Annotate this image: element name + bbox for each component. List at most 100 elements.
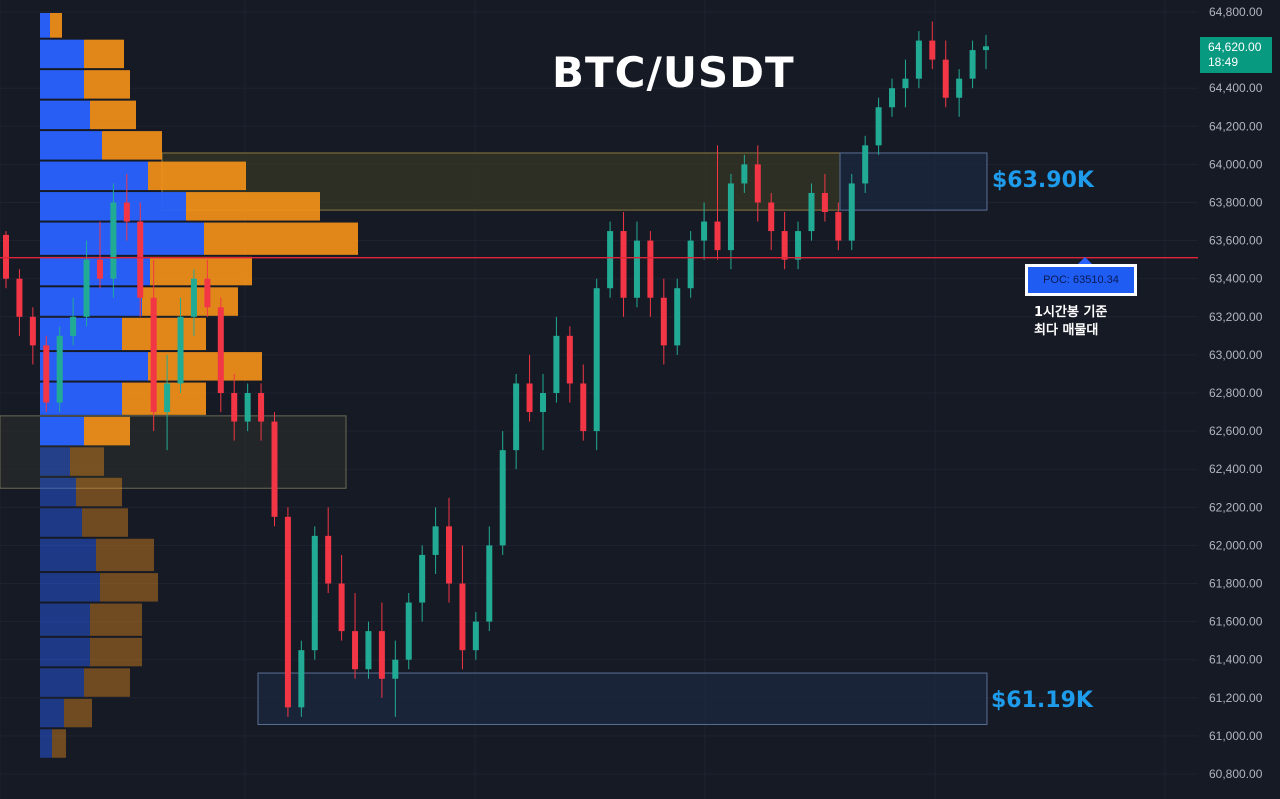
vp-buy-bar — [40, 317, 122, 351]
candle-body — [969, 50, 976, 79]
vp-buy-bar — [40, 729, 52, 758]
candle-body — [204, 278, 211, 308]
chart-title: BTC/USDT — [552, 48, 795, 97]
candle-body — [365, 631, 372, 670]
y-tick-label: 64,800.00 — [1209, 5, 1263, 19]
y-tick-label: 63,600.00 — [1209, 234, 1263, 248]
vp-buy-bar — [40, 352, 148, 381]
candle-body — [419, 554, 426, 603]
candle-body — [983, 46, 989, 51]
candle-body — [137, 221, 144, 298]
candle-body — [3, 234, 9, 279]
candle-body — [956, 78, 963, 98]
candle-body — [284, 516, 291, 708]
candle-body — [298, 650, 305, 708]
candle-body — [915, 40, 922, 79]
candle-body — [795, 231, 802, 260]
volume-profile — [40, 13, 358, 758]
vp-buy-bar — [40, 538, 96, 572]
candle-body — [486, 545, 493, 622]
vp-buy-bar — [40, 447, 70, 476]
vp-sell-bar — [90, 100, 136, 130]
upper-zone-label: $63.90K — [992, 168, 1094, 193]
vp-sell-bar — [84, 70, 130, 99]
vp-buy-bar — [40, 382, 122, 415]
candle-body — [83, 259, 90, 317]
candle-body — [768, 202, 775, 232]
candle-body — [513, 383, 520, 451]
poc-pointer-icon — [1078, 257, 1092, 264]
candle-body — [472, 621, 479, 651]
candle-body — [56, 335, 63, 403]
poc-note-line2: 최다 매물대 — [1034, 323, 1099, 338]
y-tick-label: 61,400.00 — [1209, 653, 1263, 667]
candle-body — [352, 631, 359, 670]
vp-sell-bar — [148, 352, 262, 381]
y-tick-label: 63,400.00 — [1209, 272, 1263, 286]
vp-buy-bar — [40, 39, 84, 69]
candle-body — [43, 345, 50, 403]
vp-buy-bar — [40, 70, 84, 99]
vp-sell-bar — [150, 256, 252, 286]
candle-body — [620, 231, 627, 298]
y-tick-label: 61,200.00 — [1209, 691, 1263, 705]
vp-sell-bar — [50, 13, 62, 38]
y-tick-label: 63,000.00 — [1209, 348, 1263, 362]
vp-sell-bar — [76, 477, 122, 507]
last-price-countdown: 18:49 — [1208, 55, 1239, 69]
candlestick-series — [3, 21, 989, 717]
vp-sell-bar — [90, 637, 142, 667]
candle-body — [405, 602, 412, 660]
y-tick-label: 62,600.00 — [1209, 424, 1263, 438]
vp-buy-bar — [40, 256, 150, 286]
candle-body — [553, 335, 560, 393]
candle-body — [929, 40, 936, 60]
vp-sell-bar — [90, 603, 142, 636]
zone-upper — [839, 152, 988, 211]
vp-buy-bar — [40, 416, 84, 446]
vp-buy-bar — [40, 287, 142, 316]
candle-body — [687, 240, 694, 289]
candle-body — [177, 316, 184, 384]
candle-body — [325, 535, 332, 584]
candle-body — [835, 212, 842, 241]
candle-body — [164, 383, 171, 413]
vp-sell-bar — [148, 161, 246, 191]
candle-body — [781, 231, 788, 260]
vp-buy-bar — [40, 131, 102, 160]
vp-buy-bar — [40, 668, 84, 697]
vp-buy-bar — [40, 573, 100, 602]
y-tick-label: 62,400.00 — [1209, 462, 1263, 476]
vp-sell-bar — [204, 222, 358, 255]
poc-label-box: POC: 63510.34 — [1025, 264, 1137, 296]
vp-sell-bar — [186, 192, 320, 221]
candle-body — [821, 192, 828, 213]
y-tick-label: 62,200.00 — [1209, 500, 1263, 514]
candle-body — [499, 450, 506, 546]
vp-sell-bar — [96, 538, 154, 572]
candle-body — [271, 421, 278, 517]
vp-buy-bar — [40, 698, 64, 728]
vp-sell-bar — [84, 416, 130, 446]
vp-buy-bar — [40, 477, 76, 507]
vp-buy-bar — [40, 637, 90, 667]
last-price-tag: 64,620.00 18:49 — [1200, 37, 1272, 73]
candle-body — [244, 393, 251, 422]
vp-buy-bar — [40, 603, 90, 636]
candle-body — [647, 240, 654, 298]
candle-body — [392, 659, 399, 679]
candle-body — [29, 316, 36, 346]
candle-body — [96, 259, 103, 279]
candle-body — [526, 383, 533, 413]
candle-body — [808, 192, 815, 232]
vp-sell-bar — [70, 447, 104, 476]
price-axis[interactable]: 60,800.00 61,000.00 61,200.00 61,400.00 61,6… — [1209, 5, 1263, 781]
zone-lower — [257, 672, 988, 725]
vp-sell-bar — [122, 382, 206, 415]
y-tick-label: 61,000.00 — [1209, 729, 1263, 743]
y-tick-label: 63,200.00 — [1209, 310, 1263, 324]
y-tick-label: 63,800.00 — [1209, 196, 1263, 210]
vp-sell-bar — [64, 698, 92, 728]
candle-body — [378, 631, 385, 679]
